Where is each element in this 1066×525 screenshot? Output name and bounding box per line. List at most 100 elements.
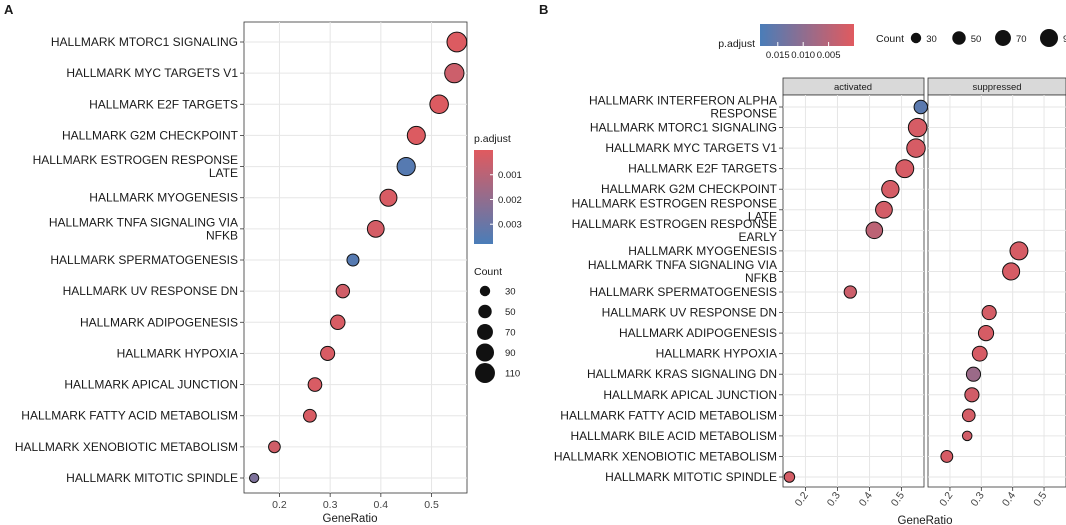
panel-a-size-legend: Count 30 50 70 90 110 bbox=[474, 266, 520, 383]
panel-a-y-label-4-0: HALLMARK ESTROGEN RESPONSE bbox=[33, 153, 238, 167]
panel-a-point-11 bbox=[307, 377, 323, 392]
panel-b-colorbar-labels: 0.015 0.010 0.005 bbox=[766, 42, 841, 61]
panel-b-size-legend-label-1: 50 bbox=[971, 34, 982, 45]
panel-b: B p.adjust 0.015 0.010 0.005 Count 30 50 70 9… bbox=[539, 2, 1066, 525]
panel-a-x-tick-label-1: 0.3 bbox=[323, 499, 338, 511]
panel-b-point-14-0 bbox=[964, 387, 980, 403]
panel-a-y-label-5-0: HALLMARK MYOGENESIS bbox=[89, 191, 238, 205]
panel-a-colorbar-label-0: 0.001 bbox=[498, 170, 522, 181]
panel-b-y-label-18-0: HALLMARK MITOTIC SPINDLE bbox=[605, 470, 777, 484]
panel-a-color-legend-title: p.adjust bbox=[474, 133, 511, 145]
panel-b-x-tick-label-1-3: 0.5 bbox=[1031, 490, 1049, 509]
panel-b-point-15-0 bbox=[961, 408, 976, 423]
panel-b-x-ticks: 0.2 0.3 0.4 0.5 0.2 0.3 0.4 0.5 bbox=[793, 487, 1050, 509]
panel-a-y-label-12-0: HALLMARK FATTY ACID METABOLISM bbox=[21, 409, 238, 423]
panel-b-y-label-1-0: HALLMARK MTORC1 SIGNALING bbox=[590, 121, 777, 135]
panel-a-point-9 bbox=[330, 314, 346, 331]
panel-b-point-13-0 bbox=[965, 366, 982, 382]
panel-a-y-label-7-0: HALLMARK SPERMATOGENESIS bbox=[50, 253, 238, 267]
panel-b-colorbar-label-0: 0.015 bbox=[766, 50, 790, 61]
panel-a-point-2 bbox=[429, 94, 449, 115]
panel-b-x-tick-label-0-3: 0.5 bbox=[889, 490, 907, 509]
panel-b-point-10-0 bbox=[981, 304, 997, 321]
panel-a-y-label-8-0: HALLMARK UV RESPONSE DN bbox=[63, 284, 238, 298]
panel-b-y-label-0-1: RESPONSE bbox=[710, 107, 777, 121]
panel-a-point-4 bbox=[396, 156, 416, 177]
panel-a-x-tick-label-2: 0.4 bbox=[374, 499, 389, 511]
panel-a-x-axis-title: GeneRatio bbox=[323, 513, 378, 525]
panel-b-y-label-3-0: HALLMARK E2F TARGETS bbox=[628, 162, 777, 176]
panel-b-y-label-14-0: HALLMARK APICAL JUNCTION bbox=[603, 388, 777, 402]
panel-a-point-14 bbox=[248, 472, 260, 484]
panel-b-x-tick-label-1-1: 0.3 bbox=[969, 490, 987, 509]
panel-b-facet-activated: activated bbox=[782, 77, 925, 488]
panel-a-size-legend-label-1: 50 bbox=[505, 307, 516, 318]
panel-b-points bbox=[783, 99, 1029, 483]
panel-a-colorbar-label-2: 0.003 bbox=[498, 220, 522, 231]
panel-a-point-3 bbox=[406, 125, 426, 145]
panel-b-color-legend: p.adjust 0.015 0.010 0.005 bbox=[718, 24, 854, 61]
panel-a-point-8 bbox=[335, 283, 351, 299]
panel-b-size-legend-dot-0 bbox=[910, 32, 922, 44]
panel-a-points bbox=[248, 31, 468, 484]
panel-b-label: B bbox=[539, 2, 548, 17]
panel-a-size-legend-label-2: 70 bbox=[505, 328, 516, 339]
panel-b-y-label-7-0: HALLMARK MYOGENESIS bbox=[628, 244, 777, 258]
panel-a-size-legend-dot-3 bbox=[475, 343, 495, 362]
panel-a-point-10 bbox=[320, 345, 336, 361]
panel-a-y-label-10-0: HALLMARK HYPOXIA bbox=[117, 346, 238, 360]
panel-b-point-0-0 bbox=[913, 99, 929, 115]
panel-b-y-label-5-0: HALLMARK ESTROGEN RESPONSE bbox=[572, 196, 777, 210]
panel-b-y-label-15-0: HALLMARK FATTY ACID METABOLISM bbox=[560, 408, 777, 422]
panel-b-y-label-6-1: EARLY bbox=[739, 230, 777, 244]
panel-a-y-label-1-0: HALLMARK MYC TARGETS V1 bbox=[66, 66, 238, 80]
panel-b-x-tick-label-1-0: 0.2 bbox=[937, 490, 955, 509]
panel-b-point-4-0 bbox=[881, 180, 900, 199]
panel-b-x-tick-label-0-1: 0.3 bbox=[825, 490, 843, 509]
panel-b-color-legend-title: p.adjust bbox=[718, 38, 755, 50]
panel-a-point-6 bbox=[366, 219, 385, 238]
panel-a: A HALLMARK MTORC1 SIGNALING HALLMARK MYC … bbox=[4, 2, 522, 525]
panel-b-x-tick-label-0-2: 0.4 bbox=[857, 490, 875, 509]
panel-a-y-label-9-0: HALLMARK ADIPOGENESIS bbox=[80, 315, 238, 329]
panel-a-x-tick-label-3: 0.5 bbox=[424, 499, 439, 511]
panel-b-y-label-4-0: HALLMARK G2M CHECKPOINT bbox=[601, 182, 778, 196]
panel-b-y-label-13-0: HALLMARK KRAS SIGNALING DN bbox=[587, 367, 777, 381]
panel-a-point-1 bbox=[444, 63, 465, 84]
panel-b-point-7-0 bbox=[1009, 241, 1029, 261]
panel-b-colorbar-label-2: 0.005 bbox=[817, 50, 841, 61]
panel-a-color-legend: p.adjust 0.001 0.002 0.003 bbox=[474, 133, 522, 244]
panel-a-x-tick-label-0: 0.2 bbox=[272, 499, 287, 511]
panel-a-y-label-2-0: HALLMARK E2F TARGETS bbox=[89, 97, 238, 111]
panel-b-size-legend-dot-2 bbox=[995, 30, 1011, 46]
panel-b-size-legend: Count 30 50 70 9 bbox=[876, 28, 1066, 48]
panel-b-point-8-0 bbox=[1002, 262, 1021, 281]
panel-a-y-label-6-1: NFKB bbox=[206, 228, 238, 242]
panel-a-size-legend-title: Count bbox=[474, 266, 502, 278]
panel-a-y-label-0-0: HALLMARK MTORC1 SIGNALING bbox=[51, 35, 238, 49]
panel-b-strip-suppressed-label: suppressed bbox=[972, 82, 1021, 93]
panel-a-point-12 bbox=[303, 408, 317, 423]
panel-a-y-label-3-0: HALLMARK G2M CHECKPOINT bbox=[62, 128, 239, 142]
panel-b-y-label-11-0: HALLMARK ADIPOGENESIS bbox=[619, 326, 777, 340]
panel-b-point-2-0 bbox=[906, 138, 926, 158]
panel-b-grid bbox=[783, 95, 1066, 487]
panel-b-point-17-0 bbox=[940, 450, 954, 463]
panel-b-y-label-6-0: HALLMARK ESTROGEN RESPONSE bbox=[572, 217, 777, 231]
panel-a-y-label-4-1: LATE bbox=[209, 166, 238, 180]
panel-b-y-label-8-1: NFKB bbox=[745, 271, 777, 285]
panel-a-size-legend-dot-4 bbox=[475, 363, 495, 383]
panel-a-y-labels: HALLMARK MTORC1 SIGNALING HALLMARK MYC TA… bbox=[15, 35, 244, 485]
panel-b-x-tick-label-1-2: 0.4 bbox=[1000, 490, 1018, 509]
panel-b-colorbar bbox=[760, 24, 854, 46]
panel-b-x-tick-label-0-0: 0.2 bbox=[793, 490, 811, 509]
panel-a-size-legend-dot-2 bbox=[477, 324, 493, 340]
panel-a-y-label-14-0: HALLMARK MITOTIC SPINDLE bbox=[66, 471, 238, 485]
panel-b-strip-activated-label: activated bbox=[834, 82, 872, 93]
panel-a-colorbar bbox=[474, 150, 493, 244]
panel-a-point-5 bbox=[379, 188, 398, 207]
panel-b-size-legend-label-0: 30 bbox=[926, 34, 937, 45]
panel-b-point-16-0 bbox=[961, 430, 973, 442]
panel-b-point-11-0 bbox=[977, 325, 995, 342]
